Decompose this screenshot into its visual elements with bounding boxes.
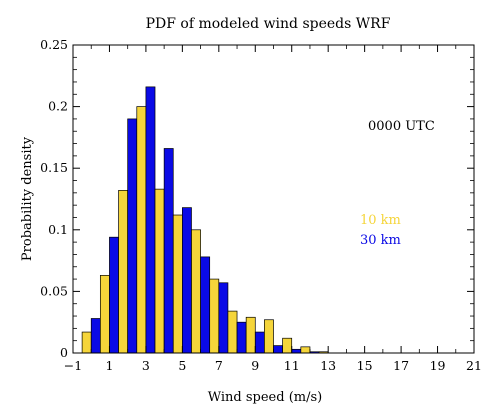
bars-group [81,86,329,354]
bar-series1-x5 [172,214,183,354]
bar-series2-x11 [291,348,302,354]
x-tick-label: 5 [178,358,186,373]
bar-series1-x1 [99,275,110,354]
y-axis: 0 0.05 0.1 0.15 0.2 0.25 [40,37,474,360]
y-tick-label: 0 [60,345,68,360]
bar-series1-x4 [154,188,165,354]
bar-series2-x1 [109,236,119,354]
bar-series1-x12 [300,346,311,354]
bar-series1-x3 [136,106,147,354]
x-tick-label: −1 [64,358,82,373]
bar-series2-x2 [127,118,138,354]
x-tick-label: 7 [215,358,223,373]
bar-series1-x7 [209,278,220,354]
bar-series1-x2 [118,190,129,354]
bar-series2-x7 [218,282,229,354]
bar-series1-x8 [227,310,238,354]
bar-series2-x0 [90,318,101,354]
x-tick-label: 21 [466,358,482,373]
x-tick-label: 19 [430,358,446,373]
x-tick-label: 11 [284,358,300,373]
bar-series1-x9 [245,316,256,354]
bar-series2-x9 [254,331,265,354]
bar-series2-x4 [163,148,174,354]
y-tick-label: 0.15 [40,160,68,175]
x-tick-label: 3 [142,358,150,373]
x-tick-label: 9 [251,358,259,373]
bar-series1-x6 [191,229,201,354]
bar-series2-x6 [200,256,211,354]
legend-entry-series1: 10 km [360,213,401,228]
bar-series1-x11 [282,337,293,354]
x-tick-label: 17 [393,358,409,373]
chart-title: PDF of modeled wind speeds WRF [146,16,391,32]
x-axis-label: Wind speed (m/s) [208,390,322,405]
bar-series1-x0 [81,331,92,354]
y-tick-label: 0.25 [40,37,68,52]
y-tick-label: 0.1 [48,222,68,237]
bar-series2-x8 [236,321,247,354]
x-tick-label: 1 [105,358,113,373]
time-annotation: 0000 UTC [368,119,435,134]
y-tick-label: 0.2 [48,99,68,114]
legend-entry-series2: 30 km [360,233,401,248]
bar-series2-x5 [182,207,192,354]
bar-series1-x10 [264,319,274,354]
y-axis-label: Probability density [20,136,35,261]
bar-series2-x10 [273,345,283,354]
legend: 10 km 30 km [360,213,401,248]
x-axis: −1 1 3 5 7 9 11 13 15 17 19 21 [64,45,482,373]
x-tick-label: 13 [320,358,336,373]
x-tick-label: 15 [357,358,373,373]
y-tick-label: 0.05 [40,283,68,298]
bar-series2-x3 [145,86,156,354]
